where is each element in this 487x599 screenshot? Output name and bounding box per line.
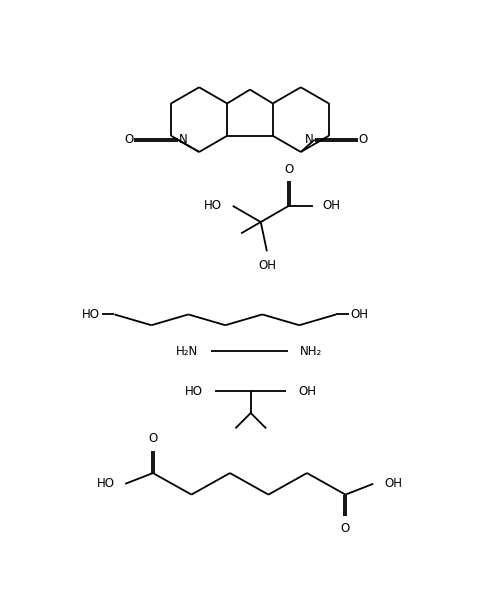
Text: O: O — [358, 133, 368, 146]
Text: HO: HO — [204, 199, 222, 213]
Text: N: N — [305, 133, 314, 146]
Text: H₂N: H₂N — [176, 345, 198, 358]
Text: NH₂: NH₂ — [300, 345, 322, 358]
Text: OH: OH — [350, 308, 368, 321]
Text: O: O — [284, 163, 293, 176]
Text: OH: OH — [299, 385, 317, 398]
Text: HO: HO — [82, 308, 100, 321]
Text: O: O — [341, 522, 350, 536]
Text: OH: OH — [384, 477, 402, 491]
Text: O: O — [125, 133, 134, 146]
Text: OH: OH — [258, 259, 276, 272]
Text: HO: HO — [185, 385, 203, 398]
Text: OH: OH — [323, 199, 340, 213]
Text: O: O — [149, 432, 158, 445]
Text: HO: HO — [96, 477, 114, 491]
Text: N: N — [179, 133, 187, 146]
